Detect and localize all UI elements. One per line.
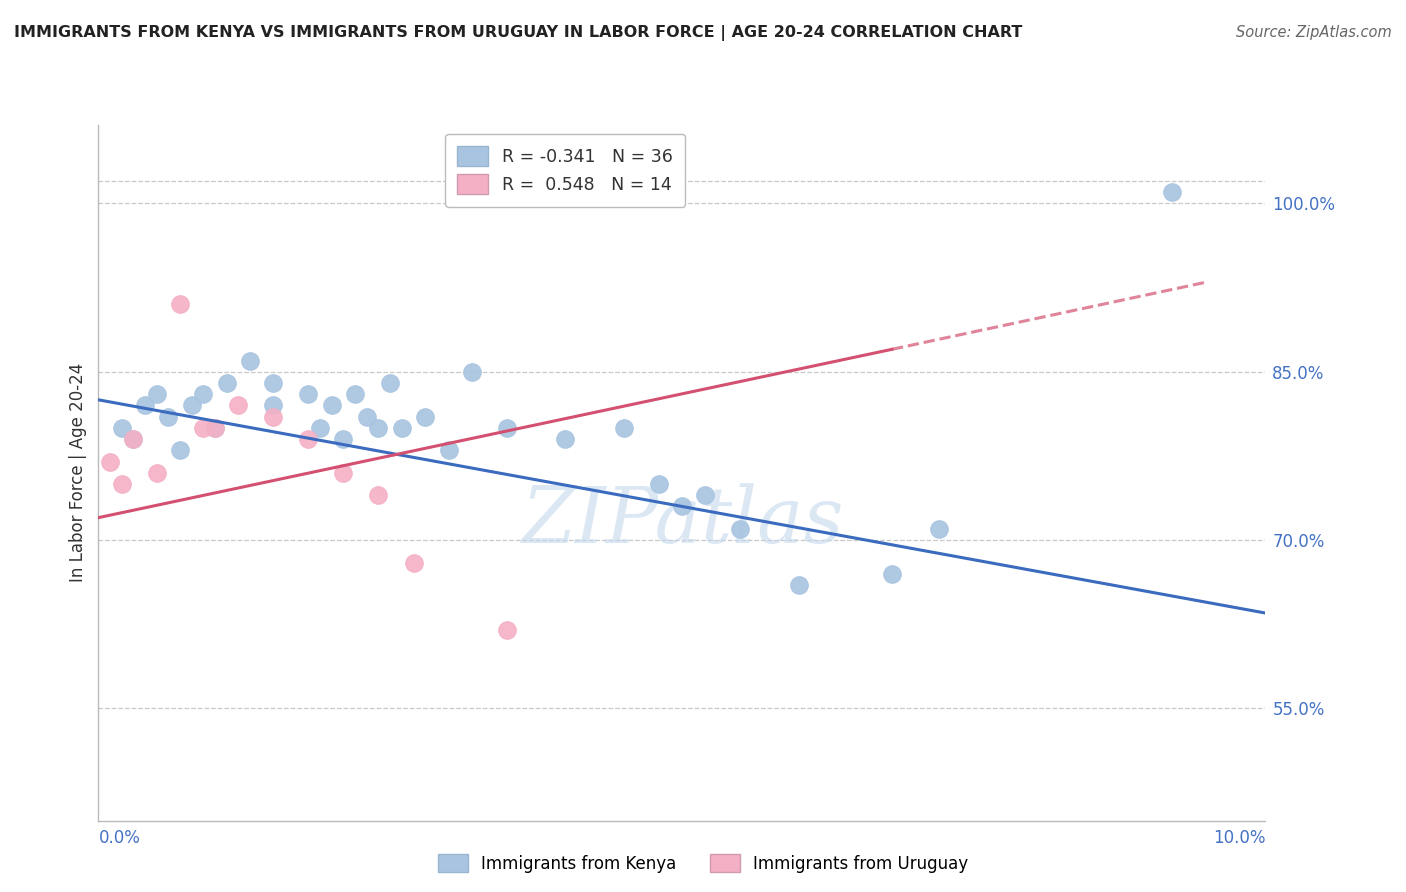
Legend: Immigrants from Kenya, Immigrants from Uruguay: Immigrants from Kenya, Immigrants from U… xyxy=(432,847,974,880)
Point xyxy=(228,399,250,413)
Point xyxy=(928,522,950,536)
Point xyxy=(122,432,145,446)
Point xyxy=(157,409,180,424)
Y-axis label: In Labor Force | Age 20-24: In Labor Force | Age 20-24 xyxy=(69,363,87,582)
Point xyxy=(122,432,145,446)
Point xyxy=(1161,185,1184,199)
Point xyxy=(204,421,226,435)
Point xyxy=(98,454,121,468)
Point xyxy=(695,488,717,502)
Point xyxy=(321,399,343,413)
Point xyxy=(193,387,215,401)
Point xyxy=(239,353,262,368)
Text: IMMIGRANTS FROM KENYA VS IMMIGRANTS FROM URUGUAY IN LABOR FORCE | AGE 20-24 CORR: IMMIGRANTS FROM KENYA VS IMMIGRANTS FROM… xyxy=(14,25,1022,41)
Point xyxy=(262,399,284,413)
Point xyxy=(495,421,517,435)
Point xyxy=(461,365,484,379)
Point xyxy=(180,399,202,413)
Point xyxy=(787,578,810,592)
Point xyxy=(111,477,134,491)
Point xyxy=(402,556,425,570)
Point xyxy=(495,623,517,637)
Text: ZIPatlas: ZIPatlas xyxy=(520,483,844,559)
Point xyxy=(204,421,226,435)
Point xyxy=(378,376,402,390)
Point xyxy=(262,376,284,390)
Point xyxy=(332,432,354,446)
Point xyxy=(413,409,436,424)
Point xyxy=(612,421,634,435)
Point xyxy=(169,443,191,458)
Point xyxy=(344,387,367,401)
Point xyxy=(554,432,576,446)
Point xyxy=(880,566,903,581)
Text: Source: ZipAtlas.com: Source: ZipAtlas.com xyxy=(1236,25,1392,40)
Point xyxy=(647,477,669,491)
Point xyxy=(146,387,169,401)
Point xyxy=(671,500,693,514)
Point xyxy=(146,466,169,480)
Point xyxy=(193,421,215,435)
Text: 10.0%: 10.0% xyxy=(1213,829,1265,847)
Point xyxy=(730,522,752,536)
Point xyxy=(332,466,354,480)
Point xyxy=(391,421,413,435)
Point xyxy=(367,488,389,502)
Point xyxy=(309,421,332,435)
Point xyxy=(262,409,284,424)
Text: 0.0%: 0.0% xyxy=(98,829,141,847)
Point xyxy=(437,443,460,458)
Legend: R = -0.341   N = 36, R =  0.548   N = 14: R = -0.341 N = 36, R = 0.548 N = 14 xyxy=(446,134,685,207)
Point xyxy=(297,387,319,401)
Point xyxy=(111,421,134,435)
Point xyxy=(356,409,378,424)
Point xyxy=(169,297,191,311)
Point xyxy=(297,432,319,446)
Point xyxy=(134,399,156,413)
Point xyxy=(215,376,238,390)
Point xyxy=(367,421,389,435)
